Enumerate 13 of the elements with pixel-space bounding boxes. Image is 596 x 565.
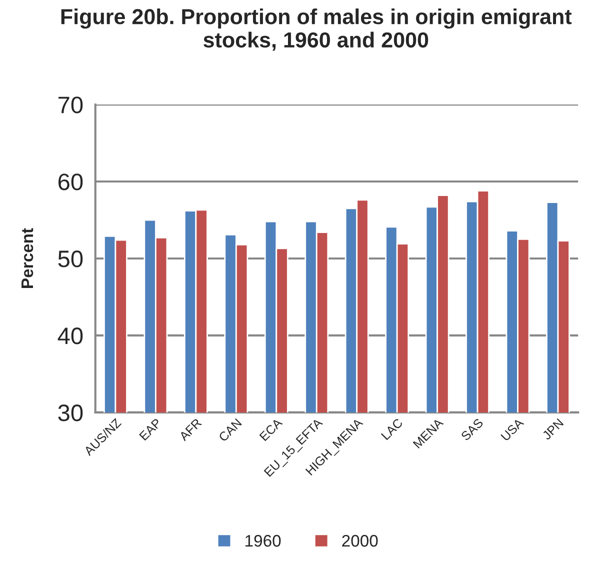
- y-tick-label: 60: [58, 174, 83, 190]
- x-tick-label: JPN: [542, 418, 564, 440]
- y-tick-label: 70: [58, 96, 83, 114]
- legend-label: 1960: [246, 534, 281, 547]
- chart-title: Figure 20b. Proportion of males in origin emigrant stocks, 1960 and 2000: [61, 8, 572, 51]
- y-tick-label: 30: [58, 404, 83, 422]
- legend-label: 2000: [342, 534, 378, 547]
- x-tick-label: SAS: [460, 418, 484, 442]
- y-tick-label: 50: [58, 250, 83, 268]
- x-tick-label: LAC: [380, 418, 404, 440]
- x-tick-label: USA: [500, 418, 524, 442]
- y-axis-title: Percent: [22, 228, 34, 288]
- y-tick-label: 40: [58, 328, 83, 344]
